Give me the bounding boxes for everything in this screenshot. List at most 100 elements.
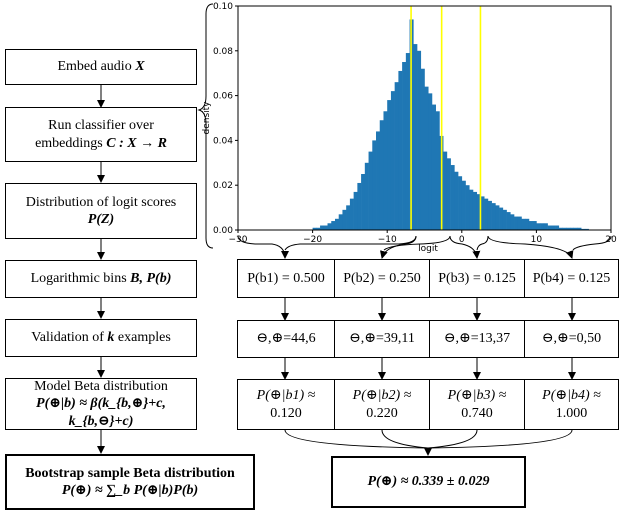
- histogram-bar: [443, 151, 448, 230]
- histogram-bar: [487, 200, 492, 230]
- histogram-bar: [376, 131, 381, 230]
- x-tick-label: 0: [459, 235, 465, 245]
- run-classifier-box: Run classifier over embeddings C : X → R: [5, 107, 197, 162]
- x-ticks: −30 −20 −10 0 10 20: [229, 230, 617, 245]
- y-tick-label: 0.10: [213, 2, 233, 12]
- beta-line-1: P(⊕|b1) ≈: [256, 388, 316, 403]
- histogram-bar: [543, 223, 548, 230]
- beta-value-1: 0.120: [270, 405, 302, 421]
- classifier-line1: Run classifier over: [48, 118, 154, 133]
- counts-cell-2: ⊖,⊕=39,11: [335, 321, 429, 357]
- bins-text: Logarithmic bins B, P(b): [30, 271, 172, 287]
- histogram-brace: [197, 3, 214, 249]
- histogram-bar: [458, 176, 463, 230]
- counts-1: ⊖,⊕=44,6: [256, 331, 316, 347]
- histogram-bar: [446, 158, 451, 230]
- bin-prob-1: P(b1) = 0.500: [247, 270, 325, 286]
- histogram-bar: [525, 218, 530, 230]
- histogram-bar: [450, 165, 455, 230]
- histogram-bar: [331, 221, 336, 230]
- histogram-bar: [551, 225, 556, 230]
- bin-prob-cell-4: P(b4) = 0.125: [525, 260, 618, 297]
- bin-prob-cell-1: P(b1) = 0.500: [238, 260, 334, 297]
- histogram-bar: [435, 111, 440, 230]
- bin-edge-lines: [410, 6, 482, 230]
- beta-cell-3: P(⊕|b3) ≈ 0.740: [430, 380, 524, 429]
- histogram-bar: [536, 223, 541, 230]
- histogram-bar: [514, 216, 519, 230]
- histogram-bar: [465, 185, 470, 230]
- histogram-bar: [521, 218, 526, 230]
- beta-separator: [429, 380, 430, 429]
- bin-separator: [334, 260, 335, 297]
- validation-box: Validation of k examples: [5, 319, 197, 357]
- y-tick-label: 0.08: [213, 47, 233, 57]
- beta-estimates-row: P(⊕|b1) ≈ 0.120 P(⊕|b2) ≈ 0.220 P(⊕|b3) ≈ 0…: [237, 379, 619, 430]
- bin-prob-3: P(b3) = 0.125: [438, 270, 516, 286]
- histogram-bar: [402, 62, 407, 230]
- histogram-bar: [573, 227, 578, 230]
- result-box: P(⊕) ≈ 0.339 ± 0.029: [331, 456, 526, 508]
- histogram-bar: [361, 174, 366, 230]
- result-value: P(⊕) ≈ 0.339 ± 0.029: [367, 474, 490, 490]
- beta-separator: [334, 380, 335, 429]
- bootstrap-box: Bootstrap sample Beta distribution P(⊕) …: [5, 454, 255, 510]
- bin-brace-4-right: [572, 235, 612, 251]
- histogram-bar: [566, 227, 571, 230]
- y-tick-label: 0.04: [213, 136, 233, 146]
- histogram-bar: [532, 221, 537, 230]
- y-axis-label: density: [202, 101, 212, 135]
- counts-3: ⊖,⊕=13,37: [443, 331, 511, 347]
- histogram-bar: [491, 203, 496, 230]
- histogram-bars: [312, 19, 589, 231]
- log-bins-box: Logarithmic bins B, P(b): [5, 260, 197, 298]
- histogram-bar: [387, 100, 392, 230]
- counts-separator: [524, 321, 525, 357]
- histogram-bar: [428, 93, 433, 230]
- histogram-bar: [461, 180, 466, 230]
- beta-cell-2: P(⊕|b2) ≈ 0.220: [335, 380, 429, 429]
- y-tick-label: 0.06: [213, 92, 233, 102]
- beta-cell-1: P(⊕|b1) ≈ 0.120: [238, 380, 334, 429]
- bin-separator: [524, 260, 525, 297]
- histogram-bar: [584, 228, 589, 230]
- distribution-line1: Distribution of logit scores: [25, 194, 177, 210]
- histogram-bar: [417, 50, 422, 230]
- counts-separator: [429, 321, 430, 357]
- histogram-bar: [316, 227, 321, 230]
- histogram-bar: [547, 225, 552, 230]
- beta-formula: P(⊕|b) ≈ β(k_{b,⊕}+c, k_{b,⊖}+c): [36, 396, 166, 429]
- bin-separator: [429, 260, 430, 297]
- histogram-bar: [413, 44, 418, 230]
- histogram-bar: [577, 227, 582, 230]
- merge-curve-3: [427, 429, 478, 449]
- x-tick-label: −20: [303, 235, 322, 245]
- x-axis-label: logit: [418, 244, 438, 254]
- histogram-bar: [327, 223, 332, 230]
- merge-curve-2: [381, 429, 429, 449]
- bin-prob-4: P(b4) = 0.125: [532, 270, 611, 286]
- beta-separator: [524, 380, 525, 429]
- histogram-bar: [431, 104, 436, 230]
- bin-brace-4: [487, 235, 574, 259]
- histogram-bar: [357, 182, 362, 230]
- y-tick-label: 0.00: [213, 226, 233, 236]
- bin-prob-2: P(b2) = 0.250: [343, 270, 421, 286]
- histogram-bar: [334, 218, 340, 230]
- histogram-bar: [562, 227, 567, 230]
- histogram-bar: [353, 191, 358, 230]
- histogram-bar: [517, 216, 522, 230]
- embed-audio-box: Embed audio X: [5, 49, 197, 85]
- histogram-bar: [510, 214, 515, 230]
- histogram-bar: [379, 120, 384, 230]
- histogram-bar: [394, 82, 399, 230]
- bin-brace-3: [449, 235, 481, 259]
- bin-probability-row: P(b1) = 0.500 P(b2) = 0.250 P(b3) = 0.12…: [237, 259, 619, 298]
- bin-brace-1: [237, 235, 289, 259]
- distribution-var: P(Z): [87, 212, 115, 227]
- counts-2: ⊖,⊕=39,11: [349, 331, 415, 347]
- histogram-bar: [495, 205, 500, 230]
- histogram-bar: [581, 228, 586, 230]
- beta-cell-4: P(⊕|b4) ≈ 1.000: [525, 380, 618, 429]
